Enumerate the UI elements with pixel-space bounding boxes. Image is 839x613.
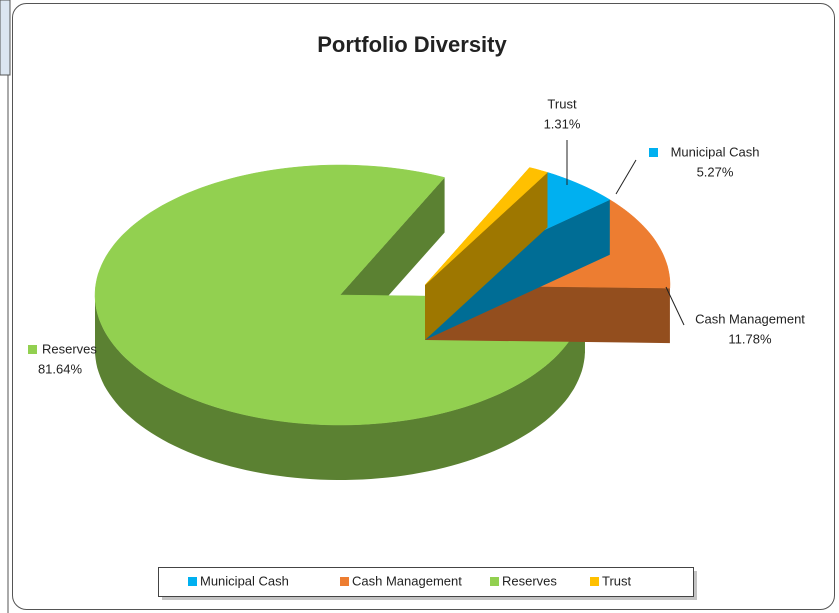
legend-key [340,577,349,586]
chart-title: Portfolio Diversity [317,32,507,57]
left-panel [0,0,11,76]
legend-label: Cash Management [352,573,462,588]
legend-label: Municipal Cash [200,573,289,588]
label-key [649,148,658,157]
slice [424,167,548,286]
data-label-name: Cash Management [695,311,805,326]
data-label-value: 11.78% [728,331,772,346]
data-label-name: Reserves [42,341,97,356]
legend-label: Reserves [502,573,557,588]
legend-label: Trust [602,573,632,588]
legend [158,567,694,597]
legend-key [590,577,599,586]
slice-side [425,199,610,340]
slice-side [95,295,585,480]
slice [94,164,586,426]
label-key [28,345,37,354]
data-label-value: 5.27% [697,164,734,179]
legend-key [188,577,197,586]
pie [94,164,671,480]
legend-key [490,577,499,586]
data-label-value: 1.31% [544,116,581,131]
data-label-name: Municipal Cash [671,144,760,159]
leader-line [665,286,685,326]
leader-line [615,159,637,195]
data-label-name: Trust [547,96,577,111]
data-label-value: 81.64% [38,361,83,376]
